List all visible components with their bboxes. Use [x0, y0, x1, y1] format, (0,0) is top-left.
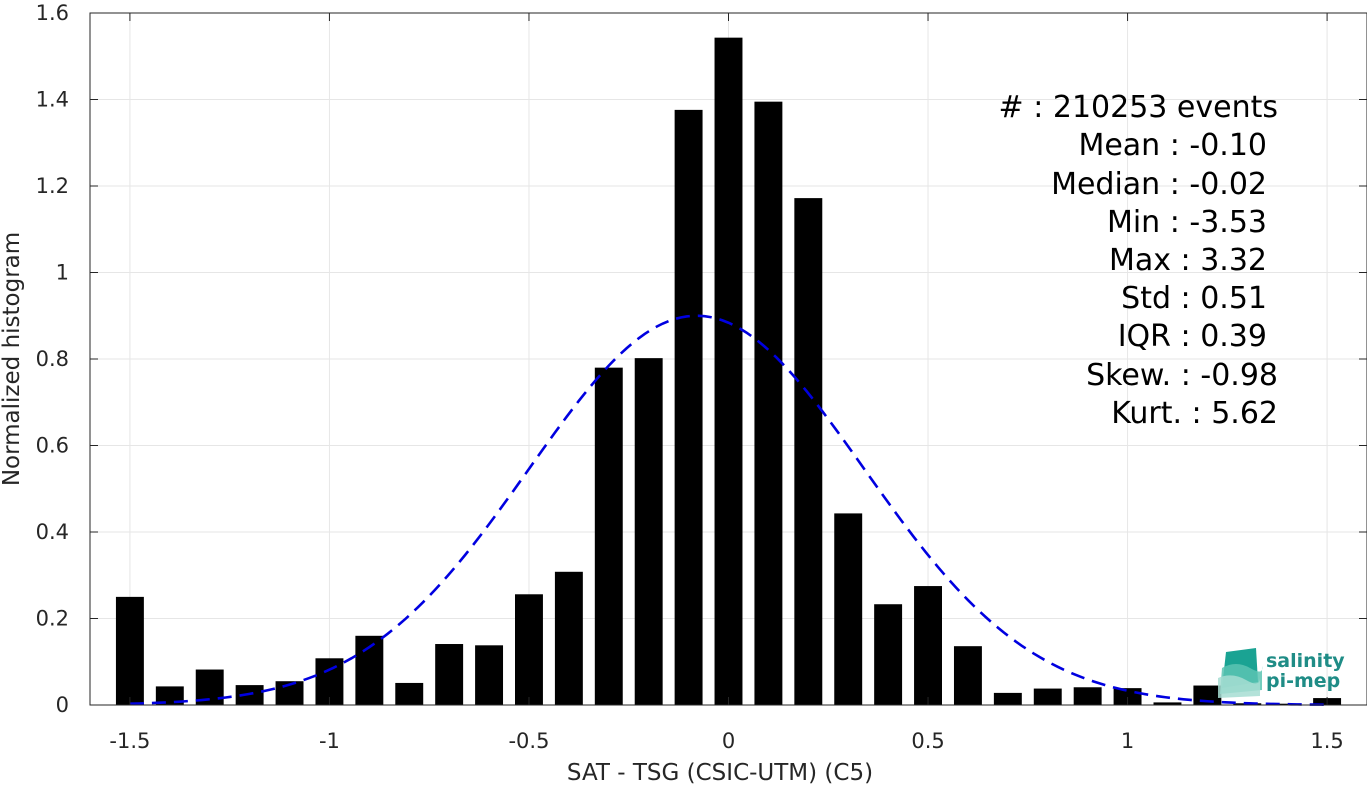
- logo: salinity pi-mep: [1218, 648, 1345, 698]
- logo-line1: salinity: [1266, 650, 1345, 672]
- histogram-bar: [674, 109, 703, 705]
- histogram-bar: [155, 686, 184, 705]
- x-axis-ticks: -1.5 -1 -0.5 0 0.5 1 1.5: [109, 13, 1344, 753]
- x-axis-label: SAT - TSG (CSIC-UTM) (C5): [567, 760, 873, 785]
- stats-iqr: IQR : 0.39: [1118, 319, 1267, 354]
- histogram-bar: [834, 513, 863, 705]
- histogram-bar: [275, 681, 304, 705]
- histogram-bar: [435, 644, 464, 705]
- stats-events: # : 210253 events: [999, 90, 1278, 125]
- histogram-bar: [714, 37, 743, 705]
- histogram-bar: [1073, 687, 1102, 705]
- stats-skew: Skew. : -0.98: [1086, 358, 1278, 393]
- histogram-bar: [794, 198, 823, 706]
- x-tick-label: 1: [1121, 729, 1134, 753]
- y-tick-label: 1.2: [36, 174, 69, 198]
- x-tick-label: -0.5: [508, 729, 549, 753]
- histogram-bar: [515, 594, 543, 705]
- y-tick-label: 1: [56, 261, 69, 285]
- histogram-bar: [594, 367, 623, 705]
- stats-median: Median : -0.02: [1051, 167, 1267, 202]
- histogram-bar: [115, 596, 144, 705]
- y-tick-label: 1.6: [36, 1, 69, 25]
- x-tick-label: 1.5: [1310, 729, 1343, 753]
- histogram-bar: [754, 101, 783, 706]
- y-tick-label: 0.6: [36, 434, 69, 458]
- x-tick-label: -1.5: [109, 729, 150, 753]
- histogram-bar: [395, 682, 424, 705]
- y-tick-label: 1.4: [36, 88, 69, 112]
- gaussian-fit-curve: [129, 314, 1328, 706]
- y-axis-ticks: 0 0.2 0.4 0.6 0.8 1 1.2 1.4 1.6: [36, 1, 1367, 717]
- y-axis-label: Normalized histogram: [0, 232, 25, 486]
- histogram-bar: [554, 571, 583, 705]
- y-tick-label: 0: [56, 693, 69, 717]
- y-tick-label: 0.2: [36, 607, 69, 631]
- histogram-bar: [1153, 702, 1182, 705]
- salinity-wave-icon: [1218, 648, 1263, 698]
- stats-max: Max : 3.32: [1109, 243, 1267, 278]
- histogram-bar: [953, 646, 982, 705]
- histogram-bar: [1273, 703, 1302, 705]
- histogram-bar: [475, 645, 504, 705]
- histogram-bar: [634, 358, 663, 705]
- y-tick-label: 0.8: [36, 347, 69, 371]
- stats-min: Min : -3.53: [1107, 205, 1267, 240]
- logo-line2: pi-mep: [1266, 670, 1340, 692]
- y-tick-label: 0.4: [36, 520, 69, 544]
- x-tick-label: 0.5: [911, 729, 944, 753]
- histogram-bar: [1033, 688, 1062, 705]
- stats-kurt: Kurt. : 5.62: [1111, 396, 1278, 431]
- stats-box: # : 210253 events Mean : -0.10 Median : …: [999, 90, 1278, 431]
- stats-std: Std : 0.51: [1121, 281, 1267, 316]
- x-tick-label: -1: [319, 729, 340, 753]
- histogram-bars: [115, 37, 1342, 706]
- x-tick-label: 0: [722, 729, 735, 753]
- histogram-bar: [993, 692, 1022, 705]
- histogram-bar: [914, 586, 942, 705]
- stats-mean: Mean : -0.10: [1078, 128, 1267, 163]
- histogram-bar: [874, 604, 903, 705]
